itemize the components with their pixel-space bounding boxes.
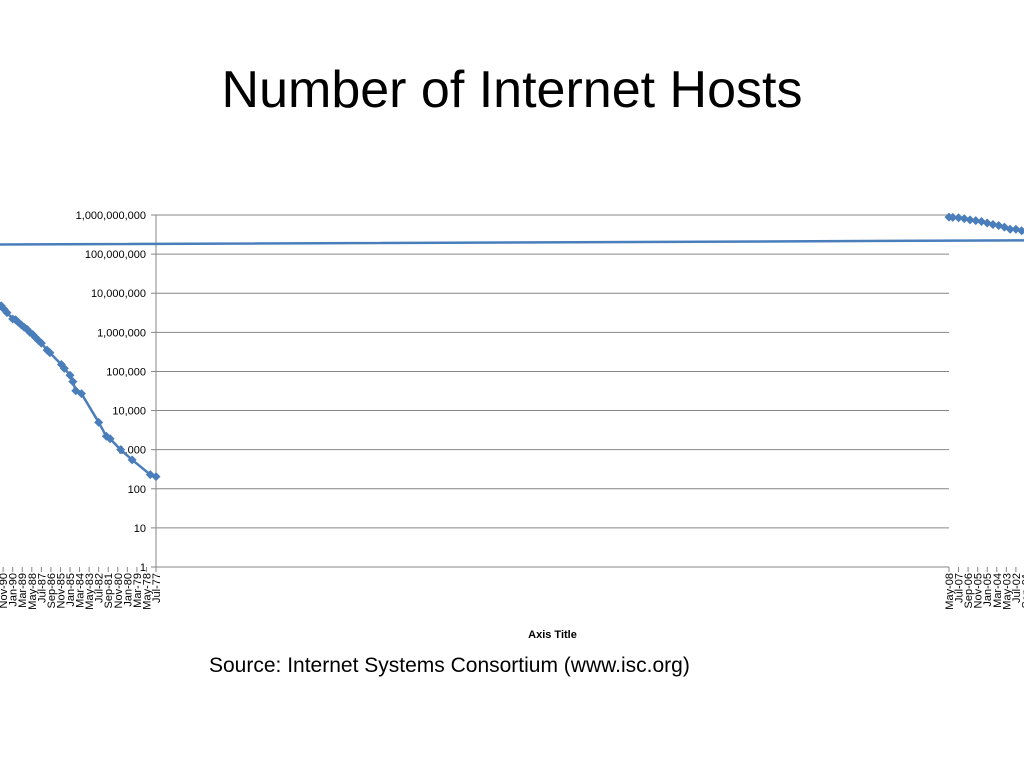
x-tick-label: Mar-04 xyxy=(992,573,1004,608)
x-tick-label: Jul-87 xyxy=(36,573,48,603)
x-tick-label: Nov-80 xyxy=(113,573,125,608)
x-tick-label: Jan-85 xyxy=(65,573,77,607)
x-tick-label: Nov-90 xyxy=(0,573,10,608)
data-point-marker xyxy=(65,370,75,380)
data-point-marker xyxy=(1011,224,1021,234)
x-tick-label: Jul-07 xyxy=(954,573,966,603)
data-point-marker xyxy=(959,214,969,224)
data-point-marker xyxy=(127,455,137,465)
data-point-marker xyxy=(954,213,964,223)
y-tick-label: 100,000 xyxy=(106,366,146,378)
y-tick-label: 1 xyxy=(140,562,146,574)
data-point-marker xyxy=(994,220,1004,230)
y-tick-label: 1,000,000,000 xyxy=(76,210,146,222)
x-tick-label: Nov-05 xyxy=(973,573,985,608)
x-axis-title: Axis Title xyxy=(528,629,577,641)
x-tick-label: Mar-79 xyxy=(132,573,144,608)
data-point-marker xyxy=(71,386,81,396)
data-point-marker xyxy=(971,216,981,226)
y-tick-label: 100,000,000 xyxy=(85,249,146,261)
data-point-marker xyxy=(94,417,104,427)
x-tick-label: Jan-80 xyxy=(122,573,134,607)
series-markers xyxy=(0,212,1024,482)
x-tick-label: May-83 xyxy=(84,573,96,610)
y-tick-label: 1,000,000 xyxy=(97,327,146,339)
x-tick-label: Sep-01 xyxy=(1020,573,1024,608)
x-tick-label: Sep-81 xyxy=(103,573,115,608)
x-tick-label: Jan-05 xyxy=(982,573,994,607)
data-point-marker xyxy=(976,217,986,227)
x-tick-label: Jul-82 xyxy=(94,573,106,603)
y-tick-label: 10,000 xyxy=(112,406,146,418)
x-tick-label: May-08 xyxy=(944,573,956,610)
y-tick-label: 100 xyxy=(128,484,146,496)
x-tick-label: May-03 xyxy=(1001,573,1013,610)
y-tick-labels: 1101001,00010,000100,0001,000,00010,000,… xyxy=(76,210,146,574)
data-point-marker xyxy=(0,301,6,311)
data-point-marker xyxy=(101,431,111,441)
x-tick-label: May-88 xyxy=(27,573,39,610)
data-point-marker xyxy=(1017,226,1024,236)
x-tick-labels: Jul-77May-78Mar-79Jan-80Nov-80Sep-81Jul-… xyxy=(0,573,1024,610)
x-tick-label: Jul-02 xyxy=(1011,573,1023,603)
axes xyxy=(2,214,1017,572)
series-line-segment xyxy=(0,215,1024,246)
x-tick-label: Mar-84 xyxy=(75,573,87,608)
data-point-marker xyxy=(8,314,18,324)
series-line xyxy=(0,215,1024,478)
x-tick-label: Jul-77 xyxy=(151,573,163,603)
x-tick-label: Sep-06 xyxy=(963,573,975,608)
data-point-marker xyxy=(145,470,155,480)
source-note: Source: Internet Systems Consortium (www… xyxy=(209,654,690,677)
x-tick-label: Nov-85 xyxy=(55,573,67,608)
slide-title: Number of Internet Hosts xyxy=(221,61,803,119)
data-point-marker xyxy=(116,445,126,455)
y-tick-label: 10,000,000 xyxy=(91,288,146,300)
gridlines xyxy=(156,214,949,568)
data-point-marker xyxy=(42,345,52,355)
data-point-marker xyxy=(944,212,954,222)
x-tick-label: Sep-91 xyxy=(0,573,1,608)
y-tick-label: 10 xyxy=(134,523,146,535)
x-tick-label: Mar-89 xyxy=(17,573,29,608)
data-point-marker xyxy=(68,377,78,387)
x-tick-label: Jan-90 xyxy=(8,573,20,607)
data-point-marker xyxy=(56,360,66,370)
x-tick-label: May-78 xyxy=(141,573,153,610)
x-tick-label: Sep-86 xyxy=(46,573,58,608)
